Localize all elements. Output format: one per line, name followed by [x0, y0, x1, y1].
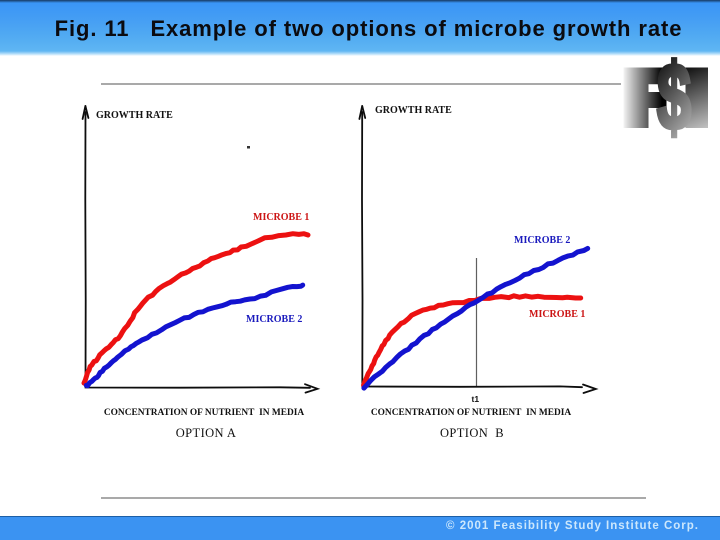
svg-text:$: $ — [657, 43, 691, 149]
